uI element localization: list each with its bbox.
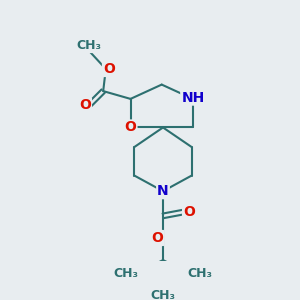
Text: O: O — [124, 121, 136, 134]
Text: NH: NH — [181, 91, 205, 105]
Text: CH₃: CH₃ — [114, 267, 139, 280]
Text: O: O — [151, 231, 163, 245]
Text: O: O — [79, 98, 91, 112]
Text: CH₃: CH₃ — [151, 290, 175, 300]
Text: N: N — [157, 184, 169, 198]
Text: O: O — [103, 62, 115, 76]
Text: O: O — [183, 205, 195, 219]
Text: CH₃: CH₃ — [188, 267, 212, 280]
Text: CH₃: CH₃ — [76, 39, 101, 52]
